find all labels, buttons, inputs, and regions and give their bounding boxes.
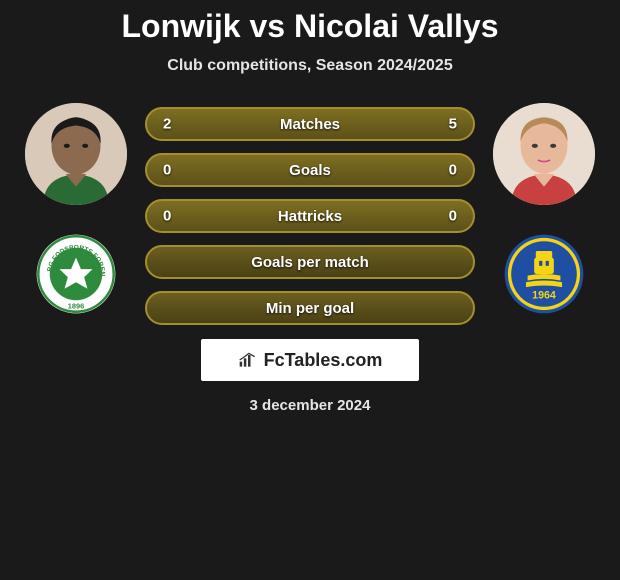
brand-link[interactable]: FcTables.com <box>201 339 419 381</box>
stat-row-matches: 2 Matches 5 <box>145 107 475 141</box>
stat-row-hattricks: 0 Hattricks 0 <box>145 199 475 233</box>
stat-row-gpm: Goals per match <box>145 245 475 279</box>
stat-row-mpg: Min per goal <box>145 291 475 325</box>
stat-right-value: 0 <box>449 162 457 179</box>
subtitle: Club competitions, Season 2024/2025 <box>167 57 452 75</box>
stat-left-value: 2 <box>163 116 171 133</box>
stat-label: Hattricks <box>278 208 342 225</box>
avatar-right-icon <box>493 103 595 205</box>
svg-text:1964: 1964 <box>532 290 556 302</box>
page-title: Lonwijk vs Nicolai Vallys <box>121 8 498 45</box>
stat-right-value: 0 <box>449 208 457 225</box>
left-column: VIBORG FODSPORTS FORENING 1896 <box>25 103 127 315</box>
chart-icon <box>238 351 258 369</box>
stat-label: Min per goal <box>266 300 354 317</box>
avatar-left-icon <box>25 103 127 205</box>
right-column: 1964 <box>493 103 595 315</box>
comparison-card: Lonwijk vs Nicolai Vallys Club competiti… <box>0 0 620 414</box>
stat-row-goals: 0 Goals 0 <box>145 153 475 187</box>
club-left-badge[interactable]: VIBORG FODSPORTS FORENING 1896 <box>35 233 117 315</box>
stat-label: Goals <box>289 162 331 179</box>
club-left-icon: VIBORG FODSPORTS FORENING 1896 <box>35 233 117 315</box>
stat-left-value: 0 <box>163 162 171 179</box>
stats-column: 2 Matches 5 0 Goals 0 0 Hattricks 0 Goal… <box>145 103 475 325</box>
club-right-badge[interactable]: 1964 <box>503 233 585 315</box>
stat-label: Matches <box>280 116 340 133</box>
club-right-icon: 1964 <box>503 233 585 315</box>
main-row: VIBORG FODSPORTS FORENING 1896 2 Matches… <box>0 103 620 325</box>
player-right-avatar[interactable] <box>493 103 595 205</box>
brand-text: FcTables.com <box>264 350 383 371</box>
stat-right-value: 5 <box>449 116 457 133</box>
stat-label: Goals per match <box>251 254 369 271</box>
svg-text:1896: 1896 <box>68 301 84 310</box>
player-left-avatar[interactable] <box>25 103 127 205</box>
date-label: 3 december 2024 <box>250 397 371 414</box>
stat-left-value: 0 <box>163 208 171 225</box>
